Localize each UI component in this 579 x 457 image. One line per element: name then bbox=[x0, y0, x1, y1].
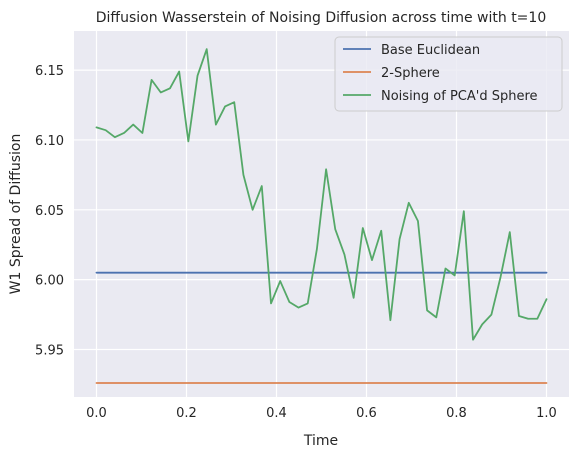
y-tick-label: 6.05 bbox=[35, 204, 64, 219]
legend-label: Base Euclidean bbox=[381, 43, 480, 58]
chart-title: Diffusion Wasserstein of Noising Diffusi… bbox=[96, 10, 546, 26]
x-tick-label: 1.0 bbox=[536, 406, 557, 421]
x-tick-label: 0.8 bbox=[446, 406, 467, 421]
legend-label: Noising of PCA'd Sphere bbox=[381, 89, 538, 104]
legend-label: 2-Sphere bbox=[381, 66, 440, 81]
x-axis-label: Time bbox=[303, 433, 338, 449]
y-tick-label: 6.15 bbox=[35, 64, 64, 79]
legend: Base Euclidean 2-Sphere Noising of PCA'd S… bbox=[335, 37, 562, 111]
y-tick-label: 6.10 bbox=[35, 134, 64, 149]
y-tick-label: 5.95 bbox=[35, 344, 64, 359]
x-tick-label: 0.2 bbox=[176, 406, 197, 421]
x-tick-label: 0.4 bbox=[266, 406, 287, 421]
x-tick-label: 0.0 bbox=[86, 406, 107, 421]
y-tick-label: 6.00 bbox=[35, 274, 64, 289]
x-tick-label: 0.6 bbox=[356, 406, 377, 421]
y-axis-label: W1 Spread of Diffusion bbox=[8, 134, 24, 295]
